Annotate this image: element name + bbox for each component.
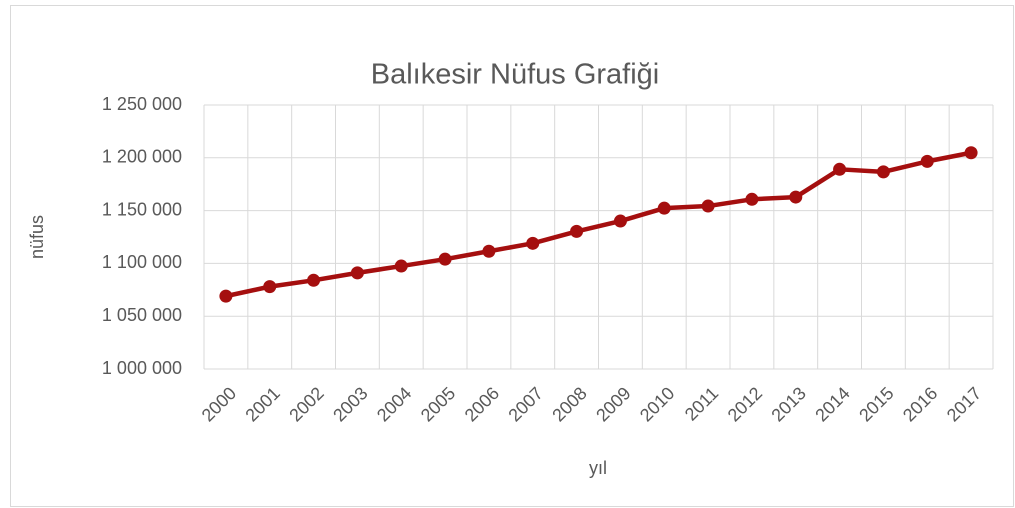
data-point [482, 244, 496, 258]
x-axis-label: yıl [589, 458, 607, 478]
y-tick-label: 1 200 000 [102, 147, 182, 167]
data-point [964, 146, 978, 160]
data-point [263, 280, 277, 294]
data-point [745, 192, 759, 206]
y-tick-label: 1 050 000 [102, 305, 182, 325]
data-point [876, 165, 890, 179]
y-tick-label: 1 150 000 [102, 199, 182, 219]
chart-frame [10, 5, 1014, 507]
y-tick-label: 1 000 000 [102, 358, 182, 378]
data-point [307, 273, 321, 287]
data-point [350, 266, 364, 280]
data-point [613, 214, 627, 228]
data-point [219, 289, 233, 303]
data-point [833, 162, 847, 176]
y-tick-label: 1 250 000 [102, 94, 182, 114]
series-line [225, 150, 972, 299]
data-point [657, 201, 671, 215]
data-point [438, 252, 452, 266]
data-point [701, 199, 715, 213]
chart-title: Balıkesir Nüfus Grafiği [371, 59, 660, 91]
data-point [394, 259, 408, 273]
data-point [570, 224, 584, 238]
y-tick-label: 1 100 000 [102, 252, 182, 272]
data-point [789, 190, 803, 204]
data-point [920, 154, 934, 168]
data-point [526, 236, 540, 250]
y-axis-label: nüfus [27, 215, 47, 259]
